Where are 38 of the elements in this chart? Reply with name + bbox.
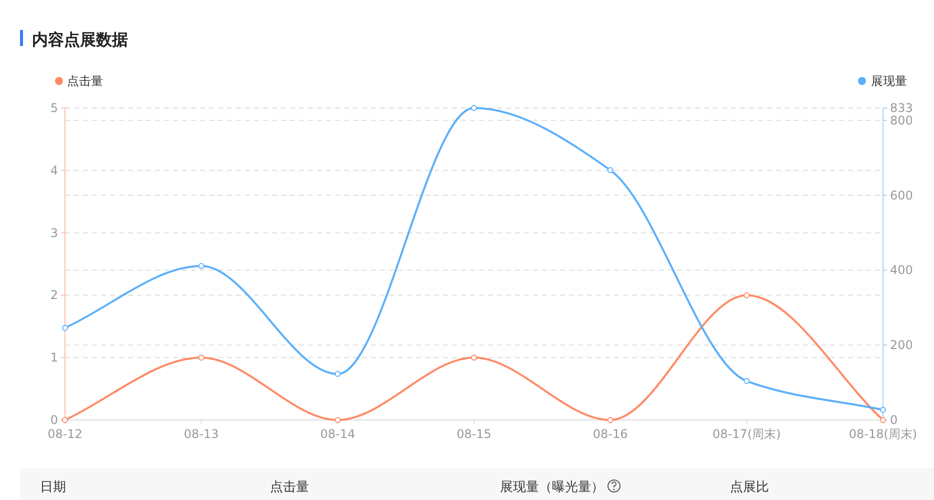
x-tick-label: 08-18(周末) — [848, 427, 918, 441]
x-tick-label: 08-13 — [184, 427, 219, 441]
y-tick-label: 4 — [50, 163, 58, 178]
point — [334, 370, 341, 377]
point — [607, 167, 614, 174]
y-tick-label: 5 — [50, 101, 58, 115]
point — [198, 354, 204, 361]
point — [607, 417, 614, 423]
y-tick-label: 3 — [50, 226, 58, 240]
point — [198, 263, 204, 270]
y2-tick-label: 800 — [890, 113, 913, 128]
point — [471, 105, 477, 111]
y-tick-label: 0 — [50, 413, 58, 427]
x-tick-label: 08-14 — [320, 427, 356, 441]
point — [471, 354, 477, 361]
point — [334, 417, 341, 423]
text: 展现量（曝光量） — [500, 480, 604, 495]
x-tick-label: 08-12 — [48, 427, 82, 441]
y2-tick-label: 200 — [890, 338, 913, 352]
text: 点展比 — [730, 480, 769, 495]
y2-tick-label: 600 — [890, 188, 913, 202]
y2-tick-label: 833 — [890, 101, 913, 115]
x-tick-label: 08-15 — [456, 427, 492, 441]
text: 点击量 — [270, 480, 309, 495]
point — [744, 292, 750, 298]
legend-label: 展现量 — [871, 74, 907, 88]
y-tick-label: 1 — [50, 350, 58, 365]
text: 日期 — [40, 480, 66, 495]
point — [62, 324, 68, 331]
chart-title: 内容点展数据 — [32, 30, 128, 49]
point — [744, 378, 750, 384]
x-tick-label: 08-17(周末) — [712, 427, 781, 441]
y2-tick-label: 0 — [890, 413, 898, 427]
legend-label: 点击量 — [67, 74, 103, 88]
point — [880, 406, 886, 413]
x-tick-label: 08-16 — [592, 427, 628, 441]
y-tick-label: 2 — [50, 288, 58, 302]
y2-tick-label: 400 — [890, 263, 913, 278]
